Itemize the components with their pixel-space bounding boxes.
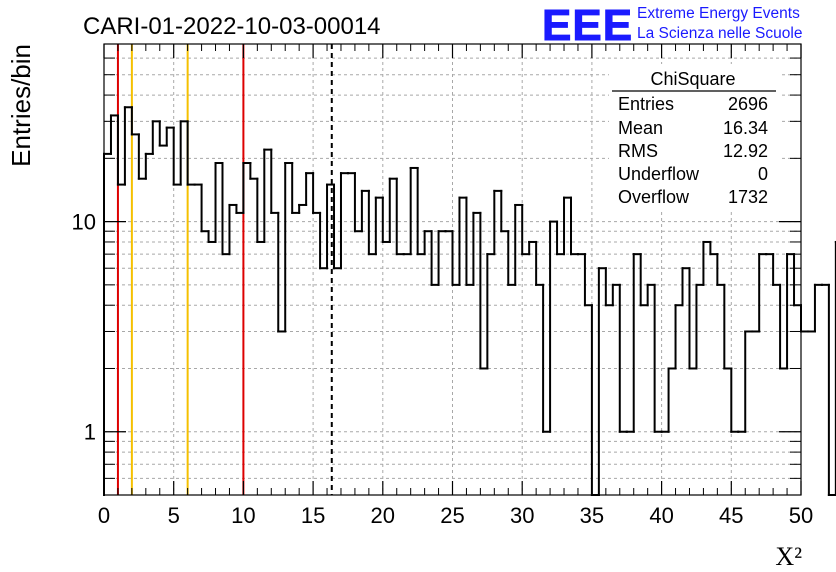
stats-underflow-value: 0 — [758, 164, 768, 184]
x-tick-label: 30 — [510, 503, 534, 528]
logo-mark: EEE — [542, 1, 633, 50]
x-tick-label: 20 — [371, 503, 395, 528]
stats-mean-value: 16.34 — [723, 118, 768, 138]
y-tick-label: 10 — [72, 210, 96, 235]
logo-line-2: La Scienza nelle Scuole — [637, 25, 802, 42]
y-axis-label: Entries/bin — [6, 44, 36, 167]
stats-underflow-label: Underflow — [618, 164, 700, 184]
logo-line-1: Extreme Energy Events — [637, 5, 800, 22]
x-tick-label: 35 — [580, 503, 604, 528]
stats-overflow-label: Overflow — [618, 187, 690, 207]
x-tick-label: 5 — [168, 503, 180, 528]
x-tick-label: 0 — [98, 503, 110, 528]
eee-logo: EEE Extreme Energy Events La Scienza nel… — [542, 1, 802, 50]
stats-rms-value: 12.92 — [723, 141, 768, 161]
x-axis-label: X² — [775, 542, 802, 571]
stats-title: ChiSquare — [650, 69, 735, 89]
stats-box: ChiSquare Entries 2696 Mean 16.34 RMS 12… — [609, 64, 779, 212]
x-tick-label: 15 — [301, 503, 325, 528]
stats-rms-label: RMS — [618, 141, 658, 161]
histogram-chart: 0 5 10 15 20 25 30 35 40 45 50 1 10 CARI-01-2022-10-… — [0, 0, 836, 572]
chart-title: CARI-01-2022-10-03-00014 — [83, 13, 381, 40]
stats-overflow-value: 1732 — [728, 187, 768, 207]
x-tick-label: 45 — [719, 503, 743, 528]
reference-lines — [118, 44, 332, 495]
stats-mean-label: Mean — [618, 118, 663, 138]
x-tick-label: 25 — [440, 503, 464, 528]
stats-entries-label: Entries — [618, 94, 674, 114]
x-tick-label: 50 — [789, 503, 813, 528]
y-tick-label: 1 — [84, 420, 96, 445]
x-tick-label: 10 — [231, 503, 255, 528]
stats-entries-value: 2696 — [728, 94, 768, 114]
x-tick-label: 40 — [649, 503, 673, 528]
